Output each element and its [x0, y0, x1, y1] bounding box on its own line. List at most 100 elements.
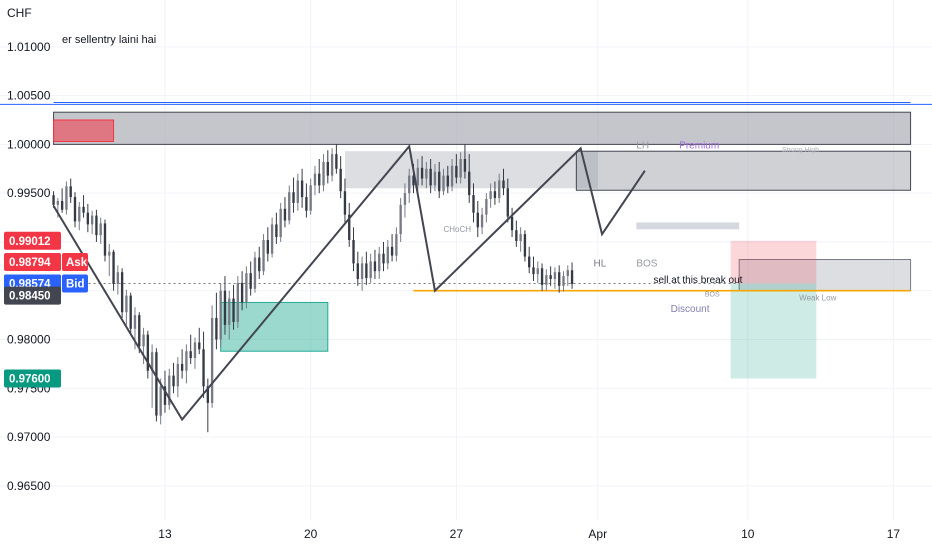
candle-body — [408, 175, 411, 194]
candle-body — [270, 224, 274, 254]
candle-body — [73, 197, 77, 222]
candle-body — [330, 154, 334, 176]
candle-body — [60, 200, 64, 210]
zone-layer — [53, 111, 912, 379]
candle-body — [468, 171, 471, 196]
candle-body — [403, 193, 407, 205]
candle-body — [442, 175, 445, 192]
candle-body — [390, 246, 394, 256]
candle-body — [86, 212, 90, 225]
candle-body — [365, 263, 368, 279]
candle-body — [450, 165, 454, 187]
candle-body — [480, 214, 484, 228]
candle-body — [129, 295, 132, 329]
candle-body — [373, 261, 377, 272]
candle-body — [112, 251, 115, 284]
annotation-premium: Premium — [679, 140, 719, 151]
candle-body — [506, 188, 509, 217]
badge-ask: 0.98794 Ask — [4, 253, 88, 272]
candle-body — [446, 175, 449, 187]
candle-body — [326, 161, 329, 176]
candle-body — [416, 167, 419, 186]
y-tick-label: 1.00500 — [7, 89, 51, 103]
candle-body — [279, 208, 282, 238]
candle-body — [493, 191, 497, 199]
badge-target: 0.97600 — [4, 369, 61, 388]
order-block-red — [53, 119, 115, 142]
candle-body — [146, 334, 150, 371]
candle-body — [219, 290, 222, 340]
candle-body — [570, 270, 574, 284]
candle-body — [262, 240, 265, 272]
y-tick-label: 0.98000 — [7, 333, 51, 347]
badge-bg — [4, 369, 61, 388]
badge-label: Ask — [66, 257, 88, 269]
position-risk-zone — [730, 240, 817, 284]
candle-body — [288, 192, 291, 221]
chart-caption: er sellentry laini hai — [62, 34, 156, 46]
candle-body — [125, 295, 128, 313]
candle-body — [420, 167, 424, 179]
candle-body — [313, 173, 317, 186]
annotation-bos-small: BOS — [705, 292, 720, 299]
candle-body — [318, 173, 321, 186]
candle-body — [502, 180, 505, 189]
price-badges: 0.990120.98794Ask0.985740.98574Bid0.9845… — [4, 231, 88, 388]
annotation-hl: HL — [593, 258, 606, 269]
candle-body — [412, 175, 415, 186]
position-reward-zone — [730, 283, 817, 379]
candle-body — [395, 234, 398, 256]
candle-body — [172, 375, 175, 387]
x-axis: 13 20 27 Apr 10 17 — [158, 527, 900, 541]
candle-body — [433, 171, 437, 186]
candle-body — [356, 263, 359, 280]
badge-low: 0.98450 — [4, 286, 61, 305]
candle-body — [519, 234, 522, 241]
candle-body — [120, 272, 124, 313]
x-tick-label: 20 — [304, 527, 318, 541]
candle-body — [455, 165, 458, 178]
weak-low-zone — [738, 259, 912, 292]
candle-body — [168, 375, 171, 405]
annotation-bos: BOS — [636, 258, 657, 269]
candle-body — [275, 224, 278, 238]
candle-body — [150, 352, 154, 371]
badge-value: 0.98794 — [9, 257, 51, 269]
candle-body — [562, 276, 565, 286]
candle-body — [352, 240, 355, 264]
candle-body — [99, 223, 102, 236]
y-tick-label: 1.01000 — [7, 40, 51, 54]
candle-body — [133, 315, 137, 329]
candle-body — [142, 334, 145, 347]
candle-body — [258, 257, 261, 272]
candle-body — [399, 204, 402, 235]
y-tick-label: 0.96500 — [7, 479, 51, 493]
badge-value: 0.99012 — [9, 236, 51, 248]
badge-label: Bid — [66, 279, 85, 291]
zigzag-layer — [52, 144, 646, 422]
candle-body — [253, 257, 257, 289]
candle-body — [232, 298, 235, 322]
candle-body — [228, 298, 231, 325]
candle-body — [155, 352, 158, 416]
candle-body — [305, 197, 308, 211]
candle-body — [56, 200, 60, 205]
candle-body — [82, 206, 85, 213]
candle-body — [176, 363, 180, 387]
x-tick-label: 27 — [450, 527, 464, 541]
candle-body — [52, 195, 55, 205]
badge-value: 0.97600 — [9, 374, 51, 386]
candle-body — [566, 270, 569, 277]
candle-body — [159, 386, 162, 416]
x-tick-label: Apr — [588, 527, 607, 541]
x-tick-label: 17 — [887, 527, 901, 541]
range-zone — [344, 151, 598, 189]
premium-zone — [575, 150, 912, 191]
candle-body — [348, 214, 351, 240]
badge-label-bg — [62, 253, 88, 272]
badge-label-bg — [62, 274, 88, 293]
candle-body — [296, 180, 299, 203]
candle-layer — [52, 144, 574, 433]
candle-body — [429, 168, 432, 186]
